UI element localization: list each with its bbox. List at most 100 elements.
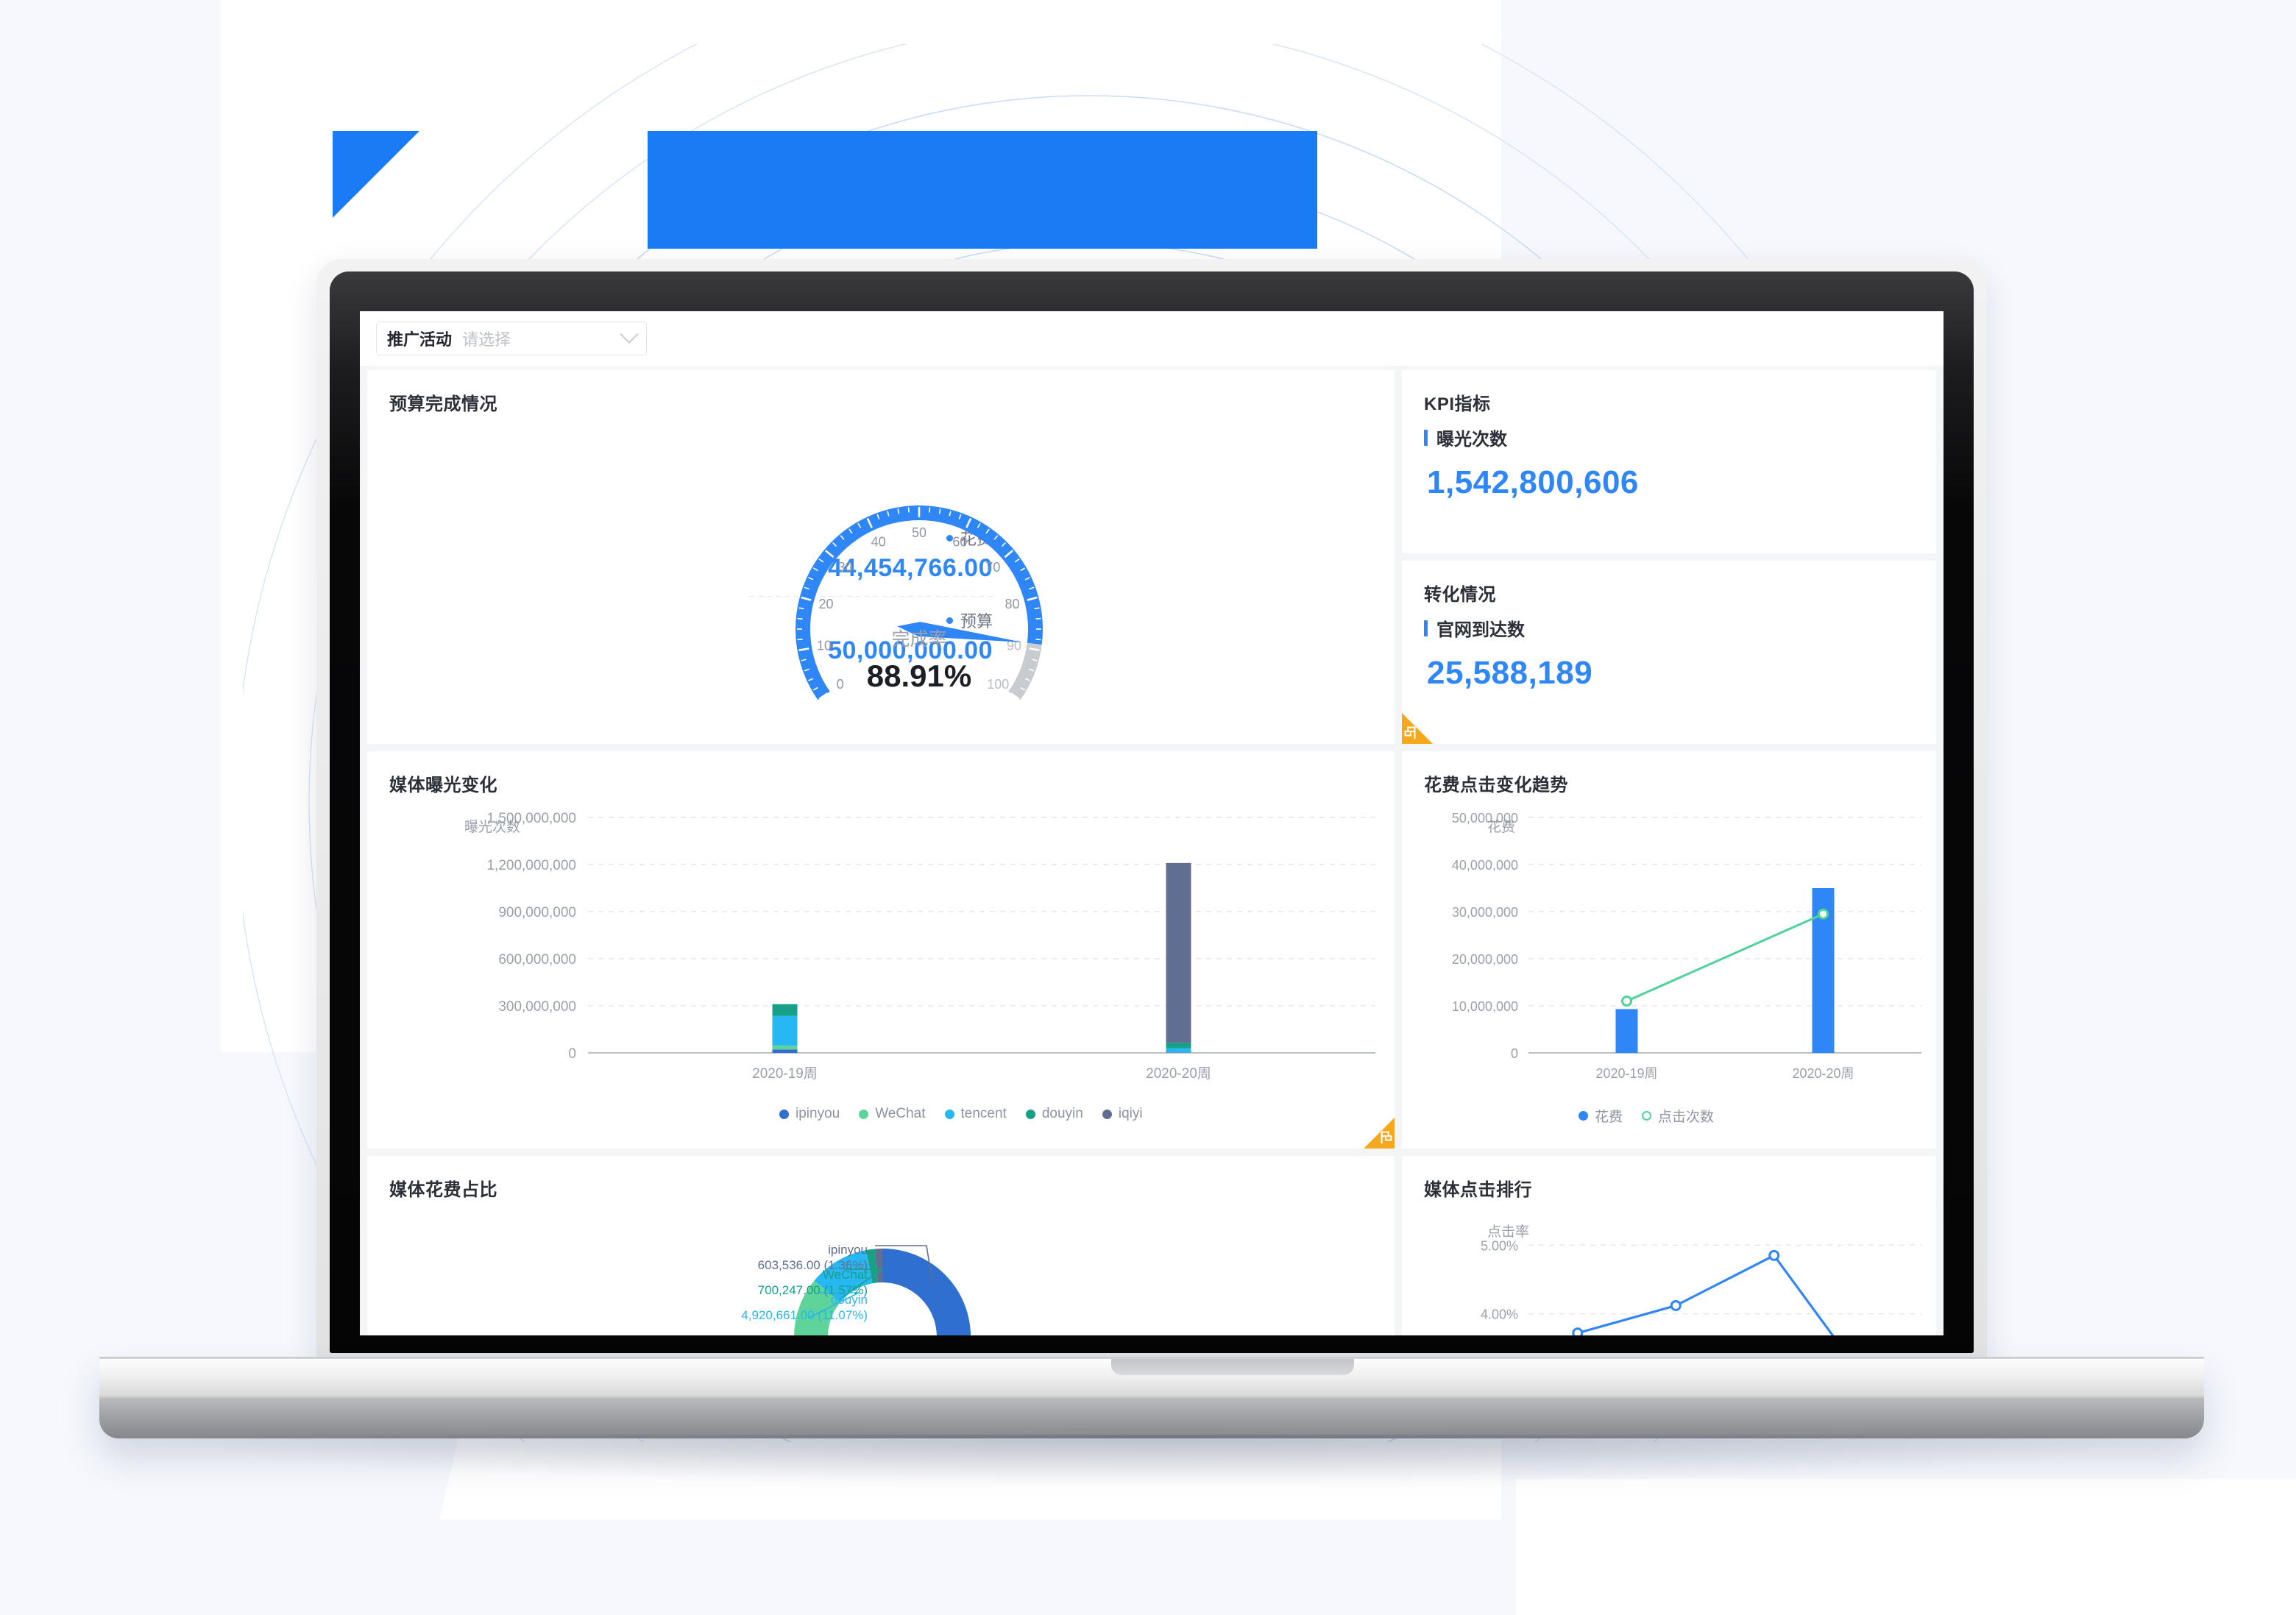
- svg-text:40,000,000: 40,000,000: [1452, 858, 1518, 873]
- media-exposure-legend: ipinyou WeChat tencent douyin iqiyi: [779, 1106, 1143, 1122]
- svg-text:40: 40: [871, 534, 886, 549]
- legend-item[interactable]: 花费: [1578, 1106, 1623, 1126]
- watermark-badge-icon: [1364, 1118, 1395, 1149]
- donut-annotation: WeChat 700,247.00 (1.57%): [588, 1268, 868, 1298]
- svg-text:2020-20周: 2020-20周: [1146, 1066, 1211, 1082]
- legend-dot-icon: [944, 1109, 954, 1119]
- dashboard-app: 推广活动 请选择 预算完成情况 花费: [360, 311, 1944, 1335]
- donut-annotation: ipinyou 603,536.00 (1.36%): [588, 1243, 868, 1273]
- laptop-mockup: 推广活动 请选择 预算完成情况 花费: [99, 259, 2204, 1486]
- budget-legend-row: 预算: [750, 608, 993, 632]
- svg-text:1,200,000,000: 1,200,000,000: [486, 858, 576, 873]
- budget-gauge-chart: 花费 44,454,766.00 预算 50,000,000.00: [367, 416, 1395, 739]
- legend-item[interactable]: WeChat: [859, 1106, 926, 1122]
- legend-item[interactable]: douyin: [1025, 1106, 1083, 1122]
- media-spend-donut: [794, 1245, 971, 1335]
- filter-bar: 推广活动 请选择: [360, 311, 1944, 366]
- dashboard-right-column: KPI指标 曝光次数 1,542,800,606 转化情况 官网到达数: [1402, 370, 1936, 1335]
- legend-item[interactable]: ipinyou: [779, 1106, 840, 1122]
- spend-click-title: 花费点击变化趋势: [1424, 775, 1568, 795]
- conversion-card: 转化情况 官网到达数 25,588,189: [1402, 561, 1936, 744]
- svg-text:2020-20周: 2020-20周: [1792, 1066, 1854, 1081]
- legend-dot-icon: [1642, 1111, 1652, 1121]
- background-blue-triangle: [333, 131, 419, 218]
- budget-dot-icon: [946, 617, 953, 624]
- donut-annotation-name: douyin: [830, 1293, 868, 1307]
- gauge-svg: 0 10 20 30 40 50 60 70 80 90 100 完成率 88.91%: [796, 505, 1044, 700]
- legend-dot-icon: [1102, 1109, 1112, 1119]
- kpi-metric-label-row: 曝光次数: [1424, 425, 1507, 450]
- svg-text:30: 30: [838, 560, 853, 575]
- legend-label: douyin: [1041, 1106, 1083, 1121]
- media-click-rank-card: 媒体点击排行 点击率 4.00% 5.00%: [1402, 1156, 1936, 1335]
- laptop-shadow: [169, 1435, 2141, 1486]
- budget-gauge-title: 预算完成情况: [389, 394, 497, 414]
- svg-text:80: 80: [1005, 597, 1020, 611]
- background-blue-rectangle: [648, 131, 1317, 249]
- conversion-title: 转化情况: [1424, 585, 1496, 605]
- laptop-notch: [1111, 1359, 1354, 1375]
- media-exposure-chart: 0 300,000,000 600,000,000 900,000,000 1,200,…: [486, 811, 1375, 1082]
- svg-text:30,000,000: 30,000,000: [1452, 905, 1518, 920]
- donut-annotation-name: ipinyou: [828, 1243, 868, 1257]
- media-spend-share-card: 媒体花费占比 ipinyou 603,536.00 (1.36%) WeChat 70…: [367, 1156, 1395, 1335]
- budget-label: 预算: [960, 612, 993, 631]
- svg-text:88.91%: 88.91%: [867, 659, 971, 693]
- donut-annotation-value: 603,536.00 (1.36%): [757, 1257, 868, 1272]
- svg-text:10,000,000: 10,000,000: [1452, 999, 1518, 1014]
- media-click-rank-title: 媒体点击排行: [1424, 1180, 1532, 1200]
- svg-text:0: 0: [837, 677, 844, 692]
- campaign-select[interactable]: 推广活动 请选择: [376, 322, 647, 355]
- svg-text:20: 20: [818, 597, 833, 611]
- donut-annotation: douyin 4,920,661.00 (11.07%): [588, 1293, 868, 1323]
- kpi-metric-label: 曝光次数: [1436, 430, 1507, 450]
- conversion-metric-label-row: 官网到达数: [1424, 615, 1525, 641]
- svg-text:600,000,000: 600,000,000: [498, 952, 576, 968]
- media-click-rank-chart: 4.00% 5.00%: [1481, 1238, 1921, 1335]
- click-rate-yaxis-title: 点击率: [1487, 1224, 1530, 1240]
- legend-label: tencent: [960, 1106, 1007, 1121]
- legend-dot-icon: [859, 1109, 869, 1119]
- donut-annotation-value: 4,920,661.00 (11.07%): [741, 1307, 868, 1322]
- laptop-screen: 推广活动 请选择 预算完成情况 花费: [360, 311, 1944, 1335]
- campaign-select-placeholder: 请选择: [462, 330, 511, 349]
- spend-click-card: 花费点击变化趋势 花费 0 10,000,000 20,000,000 30,000,…: [1402, 751, 1936, 1149]
- svg-text:50,000,000: 50,000,000: [1452, 811, 1518, 826]
- legend-dot-icon: [1025, 1109, 1035, 1119]
- kpi-metric-value: 1,542,800,606: [1427, 464, 1639, 500]
- donut-annotation-name: WeChat: [822, 1268, 868, 1282]
- spend-click-legend: 花费 点击次数: [1578, 1106, 1714, 1126]
- background-white-corner: [1516, 1479, 2296, 1615]
- svg-text:1,500,000,000: 1,500,000,000: [486, 811, 576, 826]
- svg-text:4.00%: 4.00%: [1481, 1307, 1518, 1322]
- kpi-card: KPI指标 曝光次数 1,542,800,606: [1402, 370, 1936, 553]
- legend-label: 花费: [1595, 1110, 1623, 1125]
- legend-item[interactable]: 点击次数: [1642, 1106, 1714, 1126]
- svg-text:70: 70: [985, 560, 1000, 575]
- dashboard-left-column: 预算完成情况 花费 44,454,766.00: [367, 370, 1395, 1335]
- legend-item[interactable]: tencent: [944, 1106, 1007, 1122]
- svg-text:0: 0: [568, 1046, 576, 1062]
- conversion-metric-value: 25,588,189: [1427, 655, 1593, 691]
- kpi-accent-bar-icon: [1424, 429, 1428, 446]
- media-exposure-card: 媒体曝光变化 曝光次数 0 300,000,000 600,000,000 900,0…: [367, 751, 1395, 1149]
- svg-text:20,000,000: 20,000,000: [1452, 952, 1518, 967]
- legend-item[interactable]: iqiyi: [1102, 1106, 1143, 1122]
- spend-value: 44,454,766.00: [828, 554, 993, 582]
- chevron-down-icon[interactable]: [620, 324, 639, 344]
- svg-text:100: 100: [987, 677, 1009, 692]
- svg-text:900,000,000: 900,000,000: [498, 905, 576, 920]
- spend-click-chart: 0 10,000,000 20,000,000 30,000,000 40,000,00…: [1452, 811, 1921, 1081]
- metrics-divider: [750, 596, 993, 597]
- svg-text:0: 0: [1511, 1046, 1518, 1061]
- legend-dot-icon: [779, 1109, 789, 1119]
- watermark-badge-icon-2: [1402, 713, 1433, 744]
- budget-value: 50,000,000.00: [828, 636, 993, 664]
- media-exposure-yaxis-title: 曝光次数: [464, 820, 521, 835]
- svg-text:50: 50: [912, 525, 926, 540]
- svg-text:5.00%: 5.00%: [1481, 1238, 1518, 1253]
- media-exposure-title: 媒体曝光变化: [389, 775, 497, 795]
- svg-text:完成率: 完成率: [891, 629, 946, 650]
- svg-text:2020-19周: 2020-19周: [752, 1066, 818, 1082]
- donut-annotation-value: 700,247.00 (1.57%): [757, 1282, 868, 1297]
